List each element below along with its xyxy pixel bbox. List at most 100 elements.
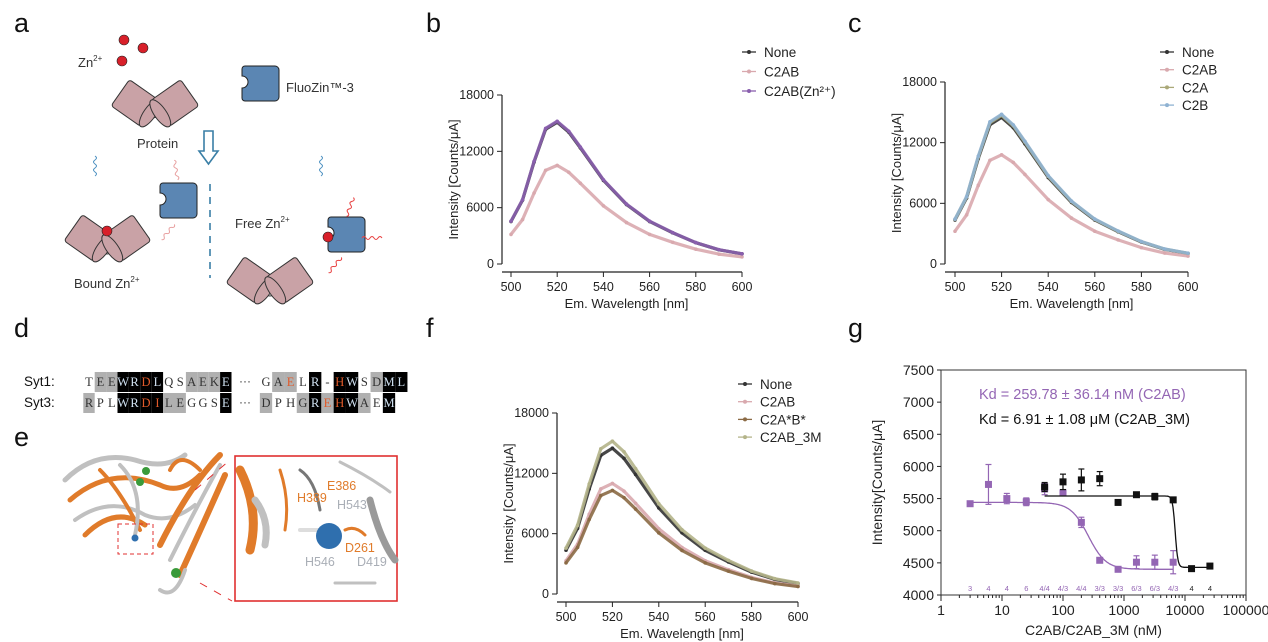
fit-curve-C2AB_3M — [1044, 495, 1210, 569]
residue-label: H389 — [297, 491, 327, 505]
residue-letter: E — [373, 396, 381, 410]
data-point — [1186, 251, 1190, 255]
data-point — [964, 213, 969, 217]
zinc-ion — [118, 34, 130, 46]
fit-curve-C2AB — [970, 501, 1174, 570]
data-point — [610, 481, 615, 486]
residue-shade — [117, 393, 129, 413]
n-label: 4/3 — [1168, 584, 1178, 593]
chart-f: 0 6000 12000 18000 500 520 540 560 580 600 Em. Wav… — [501, 377, 822, 641]
data-point — [1162, 247, 1167, 251]
residue-shade — [358, 393, 371, 413]
residue-letter: I — [155, 396, 159, 410]
x-tick-label: 580 — [685, 280, 706, 294]
data-point — [999, 112, 1004, 117]
chart-b: 0 6000 12000 18000 500 520 540 560 580 600 Em. Wav… — [446, 45, 836, 311]
data-point — [749, 569, 754, 573]
n-label: 4 — [986, 584, 990, 593]
data-point — [543, 168, 548, 173]
residue-letter: D — [261, 396, 270, 410]
legend-label: C2A*B* — [760, 412, 807, 427]
data-point — [520, 217, 525, 222]
data-point — [1022, 498, 1030, 506]
legend-marker — [743, 435, 747, 440]
residue-letter: R — [130, 375, 139, 389]
residue-shade — [151, 372, 164, 392]
residue-label: H546 — [305, 555, 335, 569]
legend-marker — [747, 69, 751, 74]
data-point — [599, 446, 603, 451]
y-axis-label: Intensity [Counts/μA] — [889, 113, 904, 233]
data-point — [1116, 238, 1120, 242]
residue-shade — [345, 393, 359, 413]
residue-letter: S — [361, 375, 368, 389]
residue-shade — [333, 372, 346, 392]
legend-label: C2AB — [764, 65, 799, 80]
data-point — [1114, 498, 1122, 506]
residue-letter: E — [108, 375, 116, 389]
data-point — [657, 531, 661, 535]
x-tick-label: 500 — [501, 280, 522, 294]
data-point — [703, 546, 707, 550]
data-point — [532, 191, 536, 195]
residue-letter: R — [311, 396, 320, 410]
zinc-ion — [137, 42, 149, 54]
residue-shade — [128, 372, 141, 392]
data-point — [587, 517, 591, 522]
fluozin-zn-complex-shape — [327, 216, 366, 253]
n-label: 4/4 — [1076, 584, 1086, 593]
data-point — [1041, 483, 1049, 491]
y-tick-label: 6000 — [521, 527, 549, 541]
residue-letter: L — [299, 375, 307, 389]
protein-shape — [110, 79, 200, 131]
data-point — [740, 255, 744, 259]
legend-label: C2A — [1182, 80, 1208, 95]
chart-c: 0 6000 12000 18000 500 520 540 560 580 600 Em. Wav… — [889, 45, 1217, 311]
y-tick-label: 18000 — [514, 406, 549, 420]
data-point — [1069, 199, 1074, 203]
x-axis-label: Em. Wavelength [nm] — [620, 626, 744, 641]
data-point — [610, 439, 615, 443]
panel-a-schematic: Zn2+ Protein FluoZin™-3 Bound Zn2+ Free … — [63, 34, 383, 308]
n-label: 6/3 — [1131, 584, 1141, 593]
y-tick-label: 12000 — [459, 144, 494, 158]
data-point — [988, 120, 992, 124]
data-point — [1132, 558, 1140, 566]
data-point — [578, 145, 583, 149]
data-point — [1169, 558, 1177, 566]
series-line-C2A*B* — [564, 488, 799, 589]
data-point — [1132, 491, 1140, 499]
data-point — [610, 446, 615, 450]
legend-marker — [1165, 67, 1169, 72]
data-point — [566, 129, 571, 134]
emission-wave-icon — [326, 255, 344, 275]
data-point — [726, 569, 731, 573]
data-point — [622, 495, 626, 500]
legend-marker — [743, 417, 747, 422]
residue-shade — [395, 372, 408, 392]
zinc-ion — [116, 55, 128, 67]
residue-letter: G — [198, 396, 207, 410]
data-point — [633, 466, 638, 471]
residue-letter: G — [187, 396, 196, 410]
residue-letter: D — [372, 375, 381, 389]
legend-label: C2B — [1182, 98, 1208, 113]
series-line-C2AB — [509, 163, 743, 259]
residue-shade — [345, 372, 359, 392]
residue-letter: L — [154, 375, 162, 389]
protein-structure-image: H389 E386 H543 D261 H546 D419 — [62, 452, 399, 602]
y-tick-label: 6000 — [466, 201, 494, 215]
residue-shade — [309, 393, 322, 413]
data-point — [599, 493, 603, 498]
data-point — [1003, 495, 1011, 503]
data-point — [610, 488, 615, 493]
data-point — [1096, 475, 1104, 483]
sequence-name: Syt3: — [24, 395, 55, 410]
series-line-C2AB(Zn²⁺) — [509, 119, 743, 256]
legend-marker — [1165, 103, 1169, 108]
residue-letter: L — [397, 375, 405, 389]
data-point — [564, 561, 568, 565]
data-point — [657, 502, 661, 506]
